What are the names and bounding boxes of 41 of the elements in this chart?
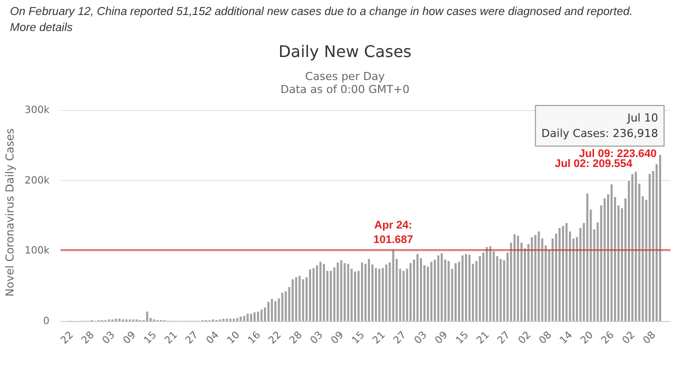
x-tick-label: 02 — [620, 330, 638, 346]
x-tick-label: 16 — [246, 330, 264, 346]
text: On February 12, China reported 51,152 additional new cases due to a change in how cases were diagnosed and reported. More details — [10, 5, 634, 36]
y-tick-label: 300k — [24, 105, 50, 116]
x-tick-label: 08 — [537, 330, 554, 346]
annotation: Jul 10 Daily Cases: 236,918 — [541, 112, 658, 140]
x-tick-label: 03 — [100, 330, 118, 346]
x-tick-label: 15 — [350, 330, 367, 346]
x-tick-label: 03 — [412, 330, 430, 346]
x-tick-label: 04 — [204, 330, 222, 346]
x-tick-label: 20 — [578, 330, 596, 346]
x-tick-label: 21 — [163, 330, 180, 346]
x-tick-label: 09 — [121, 330, 138, 346]
x-tick-label: 28 — [80, 330, 97, 346]
x-tick-label: 21 — [474, 330, 492, 346]
x-tick-label: 03 — [308, 330, 326, 346]
x-tick-label: 27 — [184, 330, 201, 346]
x-tick-label: 14 — [558, 330, 575, 346]
x-tick-label: 08 — [641, 330, 658, 346]
x-tick-label: 09 — [329, 330, 346, 346]
x-tick-label: 22 — [267, 330, 284, 346]
annotation: Jul 09: 223.640 — [578, 148, 657, 160]
annotation: Jul 02: 209.554 — [554, 158, 634, 170]
x-tick-label: 10 — [225, 330, 242, 346]
y-tick-label: 200k — [24, 175, 50, 186]
x-tick-label: 09 — [433, 330, 450, 346]
y-axis-title: Novel Coronavirus Daily Cases — [4, 128, 17, 297]
x-tick-label: 21 — [371, 330, 388, 346]
annotation: Apr 24: 101.687 — [373, 220, 414, 246]
chart-title: Daily New Cases — [278, 41, 412, 63]
x-tick-label: 28 — [288, 330, 305, 346]
y-tick-label: 0 — [43, 316, 50, 327]
chart-subtitle: Cases per Day Data as of 0:00 GMT+0 — [280, 70, 410, 96]
x-tick-label: 22 — [59, 330, 76, 346]
x-tick-label: 15 — [454, 330, 471, 346]
x-tick-label: 15 — [142, 330, 160, 346]
x-tick-label: 26 — [600, 330, 617, 346]
x-tick-label: 27 — [496, 330, 513, 346]
x-tick-label: 27 — [392, 330, 409, 346]
x-tick-label: 02 — [516, 330, 534, 346]
y-tick-label: 100k — [24, 246, 50, 257]
